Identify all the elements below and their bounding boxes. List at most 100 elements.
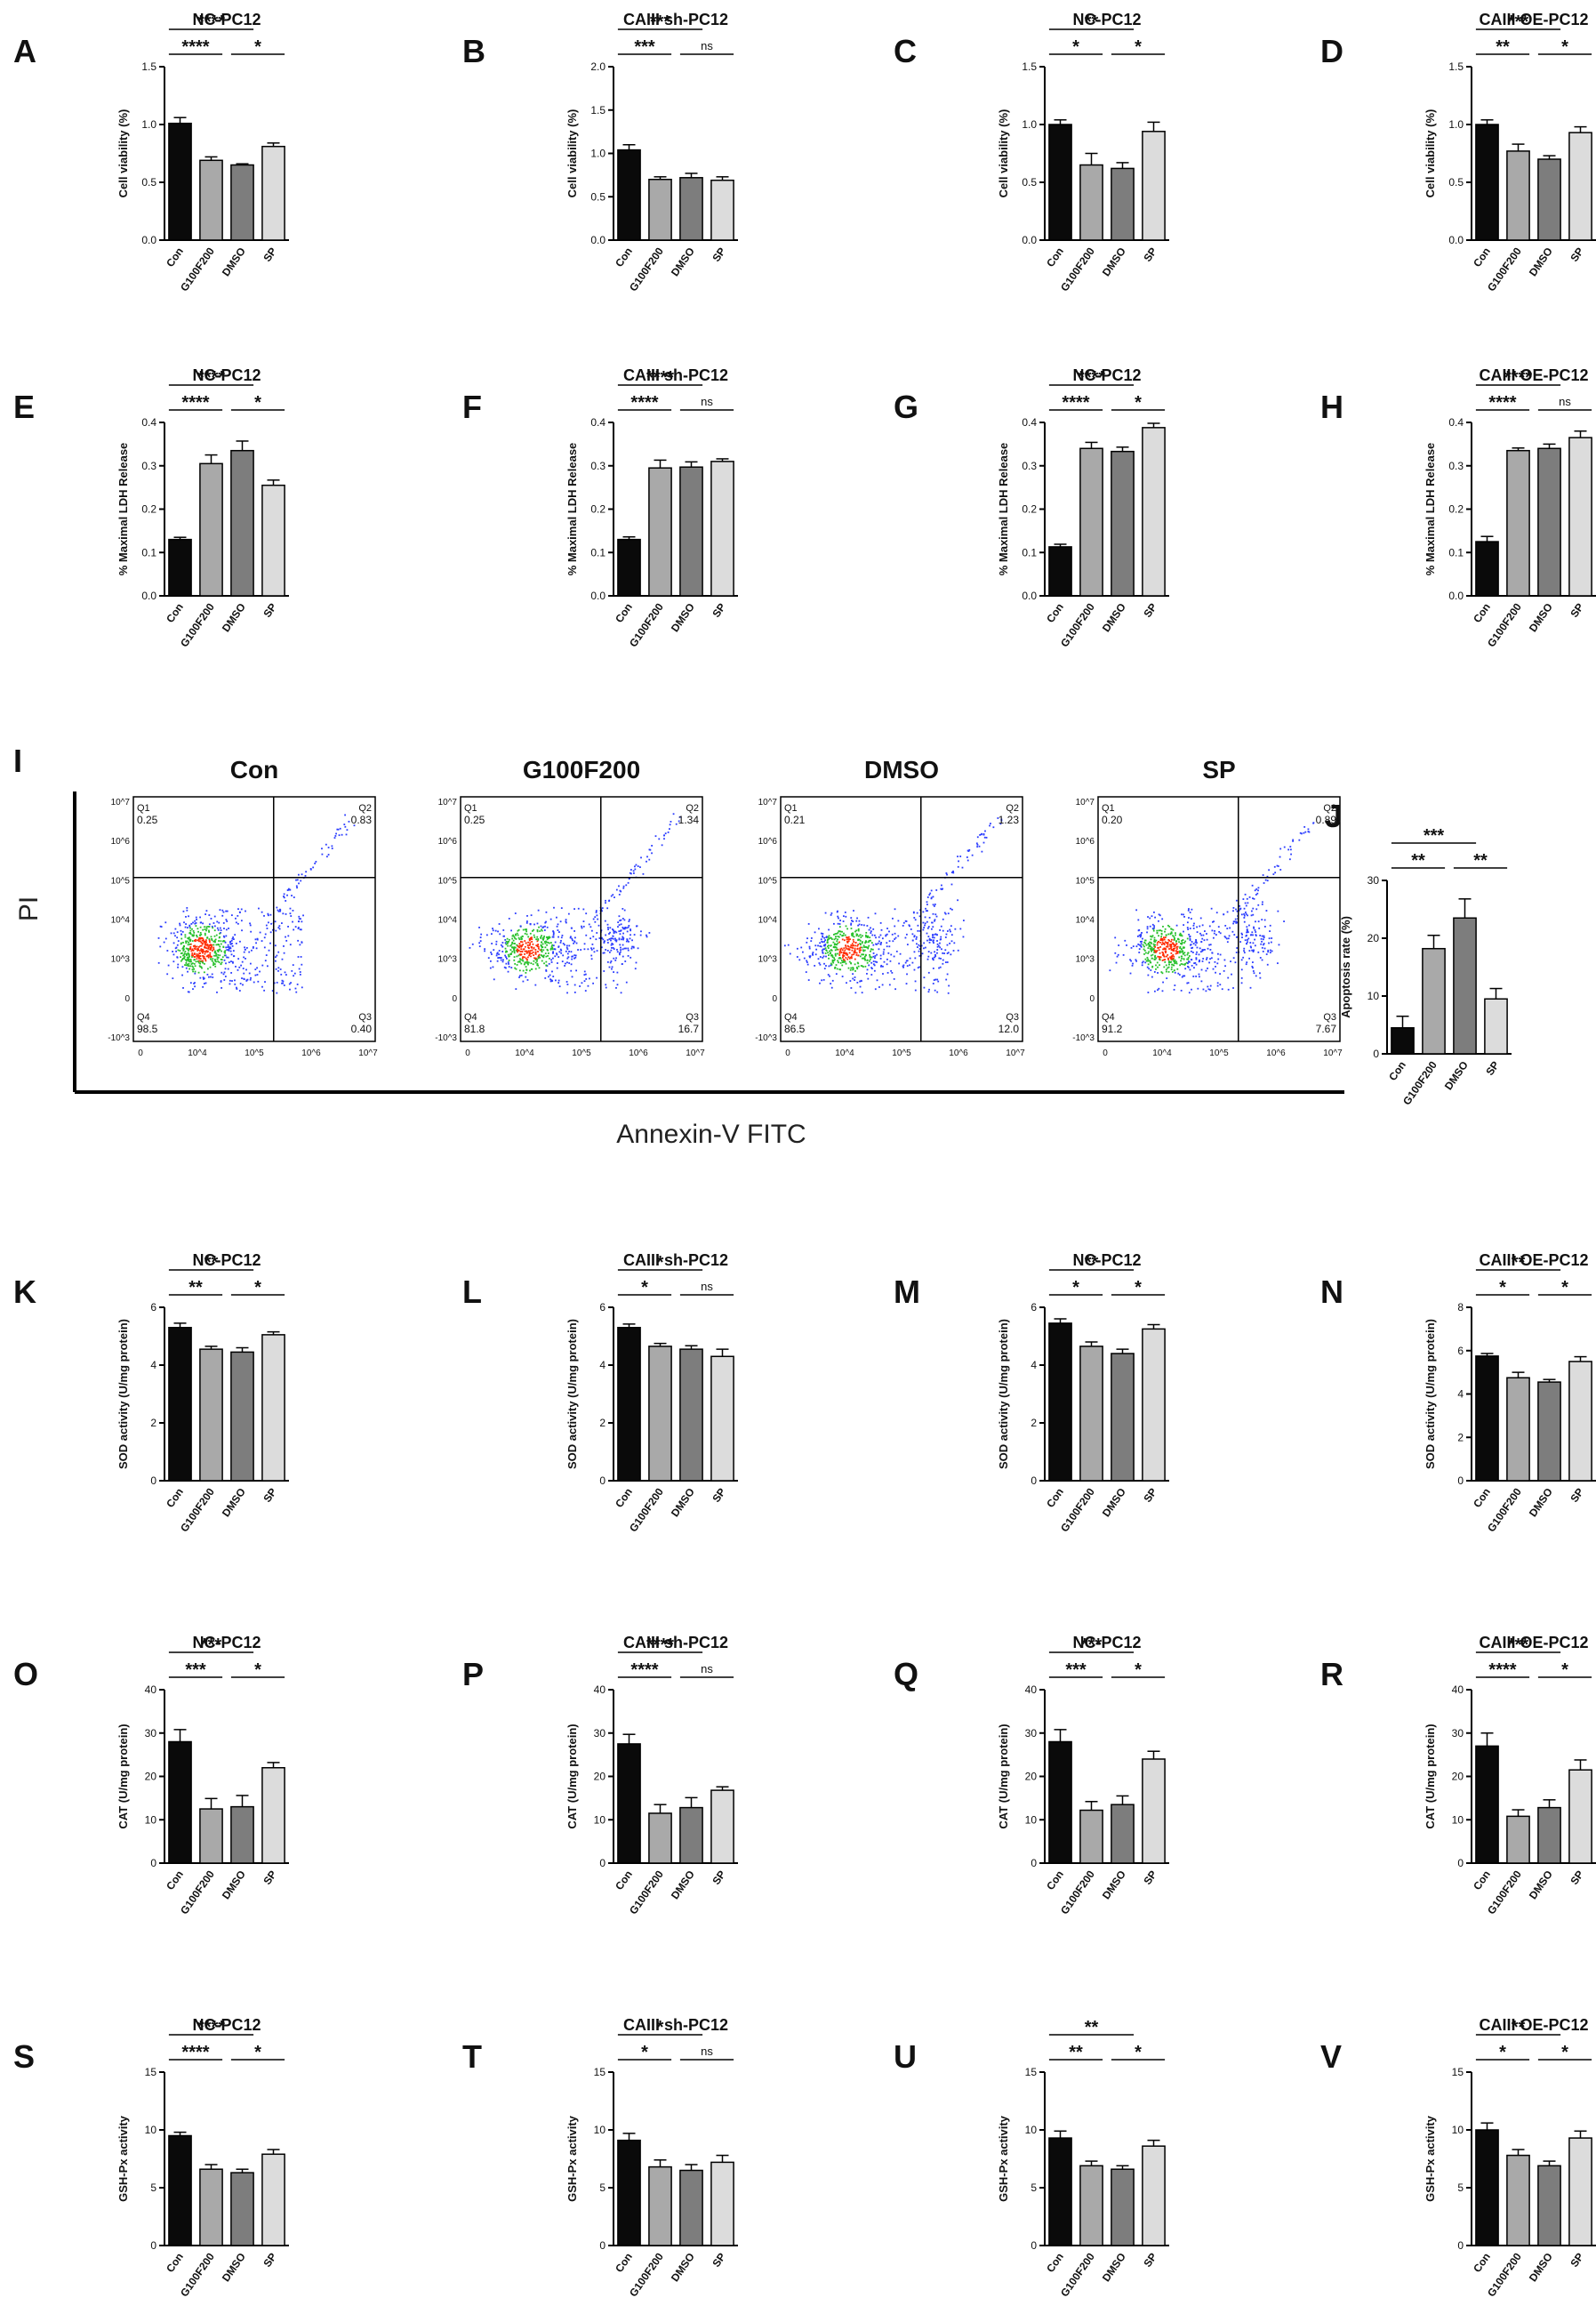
bar-g100f200 bbox=[199, 159, 223, 241]
bar-g100f200 bbox=[1079, 2165, 1103, 2246]
bar-g100f200 bbox=[1506, 1377, 1530, 1482]
y-tick-label: 0.4 bbox=[590, 416, 606, 429]
significance-label: * bbox=[1135, 393, 1142, 413]
y-tick-label: 0 bbox=[1457, 1857, 1464, 1869]
y-tick-label: 0 bbox=[150, 2239, 156, 2252]
x-tick-label: DMSO bbox=[220, 245, 248, 279]
x-tick-label: Con bbox=[1471, 1486, 1493, 1510]
significance-label: ** bbox=[188, 1278, 203, 1298]
bar-g100f200 bbox=[1506, 449, 1530, 597]
bar-dmso bbox=[679, 177, 703, 241]
significance-label: ** bbox=[1069, 2043, 1083, 2062]
x-tick-label: DMSO bbox=[220, 1868, 248, 1902]
y-tick-label: 0.2 bbox=[1022, 503, 1037, 516]
quadrant-name: Q4 bbox=[137, 1012, 150, 1023]
panel-letter: M bbox=[894, 1273, 920, 1310]
bar-con bbox=[617, 538, 641, 597]
significance-label: **** bbox=[181, 37, 209, 57]
bar-sp bbox=[1484, 998, 1508, 1055]
y-axis-label: CAT (U/mg protein) bbox=[997, 1723, 1010, 1828]
y-tick-label: 10 bbox=[1025, 2124, 1038, 2136]
quadrant-percent: 98.5 bbox=[137, 1023, 158, 1035]
panel-d: D CAIII OE-PC12 0.0 0.5 1.0 1.5 Cell viability… bbox=[1320, 11, 1596, 293]
quadrant-percent: 91.2 bbox=[1102, 1023, 1123, 1035]
y-tick-label: 0 bbox=[150, 1857, 156, 1869]
y-tick-label: 30 bbox=[594, 1727, 606, 1739]
flow-plot-title: Con bbox=[230, 756, 278, 783]
x-tick-label: Con bbox=[1471, 2251, 1493, 2275]
significance-label: ns bbox=[701, 1662, 713, 1675]
flow-x-tick-label: 10^5 bbox=[245, 1049, 264, 1058]
quadrant-name: Q4 bbox=[784, 1012, 798, 1023]
bar-con bbox=[168, 538, 192, 597]
y-tick-label: 2.0 bbox=[590, 60, 606, 73]
significance-label: **** bbox=[197, 2018, 225, 2037]
panel-letter: Q bbox=[894, 1656, 918, 1692]
y-tick-label: 0 bbox=[1373, 1048, 1379, 1060]
y-tick-label: 8 bbox=[1457, 1301, 1464, 1314]
significance-label: *** bbox=[650, 12, 671, 32]
bar-g100f200 bbox=[1079, 1346, 1103, 1482]
bar-con bbox=[168, 2134, 192, 2246]
bar-g100f200 bbox=[1079, 164, 1103, 241]
y-tick-label: 40 bbox=[1452, 1683, 1464, 1696]
x-tick-label: Con bbox=[1044, 1868, 1066, 1892]
flow-events bbox=[469, 813, 681, 994]
flow-x-tick-label: 10^6 bbox=[629, 1049, 648, 1058]
quadrant-percent: 0.21 bbox=[784, 814, 806, 826]
y-tick-label: 10 bbox=[145, 1813, 157, 1826]
significance-label: * bbox=[1499, 1278, 1506, 1298]
quadrant-name: Q3 bbox=[686, 1012, 699, 1023]
significance-label: *** bbox=[634, 37, 655, 57]
bar-g100f200 bbox=[1079, 1809, 1103, 1864]
y-tick-label: 5 bbox=[1031, 2181, 1037, 2194]
y-tick-label: 30 bbox=[1452, 1727, 1464, 1739]
flow-x-tick-label: 10^4 bbox=[1152, 1049, 1172, 1058]
bar-dmso bbox=[1537, 1381, 1561, 1482]
flow-y-tick-label: 10^5 bbox=[438, 876, 458, 886]
y-tick-label: 0.0 bbox=[1022, 590, 1037, 602]
x-tick-label: DMSO bbox=[1527, 601, 1555, 635]
x-tick-label: DMSO bbox=[1527, 2251, 1555, 2285]
bar-con bbox=[168, 122, 192, 241]
flow-x-tick-label: 10^7 bbox=[686, 1049, 705, 1058]
significance-label: **** bbox=[197, 368, 225, 388]
y-tick-label: 4 bbox=[150, 1359, 156, 1371]
y-tick-label: 10 bbox=[1452, 1813, 1464, 1826]
y-axis-label: Cell viability (%) bbox=[1424, 109, 1437, 198]
y-tick-label: 15 bbox=[145, 2066, 157, 2078]
flow-x-tick-label: 10^7 bbox=[1006, 1049, 1025, 1058]
bar-dmso bbox=[679, 466, 703, 597]
x-tick-label: DMSO bbox=[1100, 1486, 1128, 1520]
y-tick-label: 20 bbox=[1452, 1771, 1464, 1783]
y-tick-label: 0.0 bbox=[141, 590, 156, 602]
y-tick-label: 0.1 bbox=[1448, 546, 1464, 558]
bar-g100f200 bbox=[648, 1346, 672, 1482]
significance-label: ns bbox=[701, 1280, 713, 1293]
y-tick-label: 10 bbox=[1025, 1813, 1038, 1826]
quadrant-name: Q4 bbox=[464, 1012, 477, 1023]
flow-x-tick-label: 10^4 bbox=[835, 1049, 854, 1058]
y-tick-label: 0.1 bbox=[1022, 546, 1037, 558]
x-tick-label: SP bbox=[1568, 245, 1586, 264]
significance-label: * bbox=[254, 2043, 261, 2062]
flow-y-tick-label: 10^6 bbox=[758, 837, 778, 847]
bar-g100f200 bbox=[648, 2165, 672, 2246]
flow-x-tick-label: 10^5 bbox=[892, 1049, 911, 1058]
quadrant-percent: 12.0 bbox=[999, 1023, 1020, 1035]
significance-label: ** bbox=[1473, 851, 1488, 871]
quadrant-name: Q1 bbox=[464, 803, 477, 814]
panel-title: NC-PC12 bbox=[192, 11, 261, 28]
y-tick-label: 1.0 bbox=[1448, 118, 1464, 131]
significance-label: **** bbox=[1062, 393, 1089, 413]
quadrant-name: Q3 bbox=[358, 1012, 372, 1023]
flow-x-tick-label: 10^7 bbox=[1323, 1049, 1343, 1058]
bar-g100f200 bbox=[648, 467, 672, 597]
y-axis-label: % Maximal LDH Release bbox=[997, 443, 1010, 576]
quadrant-name: Q1 bbox=[1102, 803, 1115, 814]
panel-letter: G bbox=[894, 389, 918, 425]
bar-con bbox=[1475, 2129, 1499, 2246]
panel-letter: I bbox=[13, 743, 22, 779]
